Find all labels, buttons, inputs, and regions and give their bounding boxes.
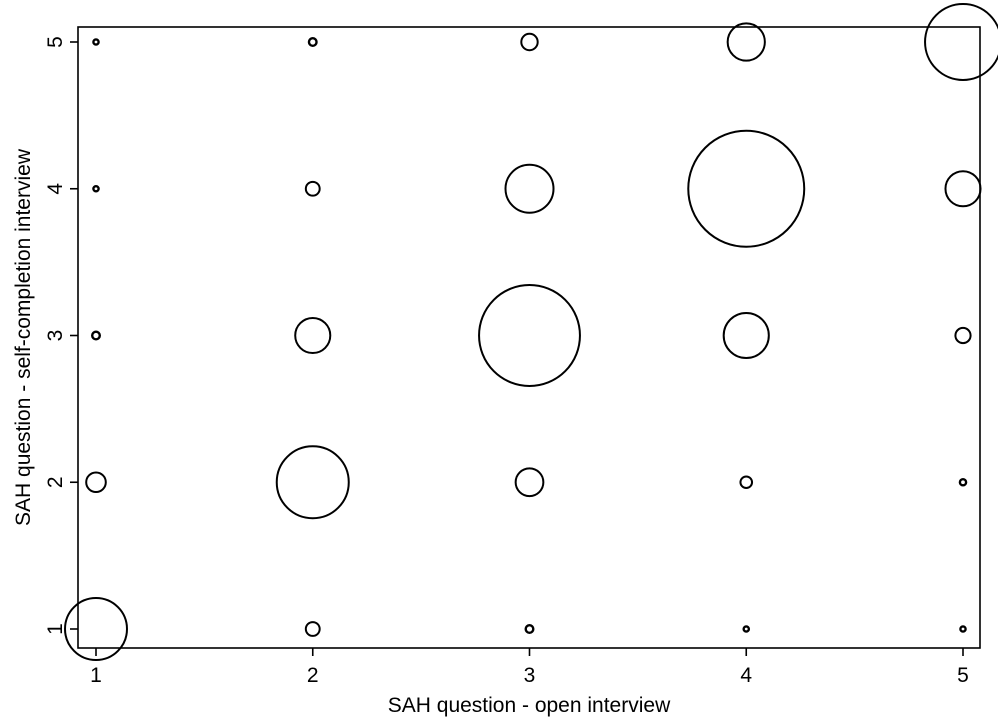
y-tick-label: 2 [44, 476, 67, 488]
x-tick-label: 3 [524, 664, 536, 687]
bubble-point-4 [959, 625, 967, 633]
plot-frame [77, 26, 981, 649]
bubble-point-5 [85, 471, 107, 494]
bubble-point-24 [924, 3, 998, 81]
y-tick-label: 4 [44, 183, 67, 195]
bubble-point-7 [514, 467, 545, 498]
bubble-layer [64, 3, 998, 661]
bubble-point-17 [504, 163, 555, 214]
x-tick-label: 5 [957, 664, 969, 687]
bubble-point-14 [954, 326, 972, 345]
bubble-point-12 [478, 284, 581, 387]
y-tick-label: 1 [44, 623, 67, 635]
bubble-point-18 [687, 129, 806, 248]
y-tick-label: 5 [44, 36, 67, 48]
bubble-point-23 [726, 22, 766, 62]
bubble-point-13 [722, 311, 770, 360]
bubble-point-8 [739, 475, 754, 490]
y-axis-label: SAH question - self-completion interview [12, 148, 35, 526]
bubble-point-22 [520, 32, 539, 52]
bubble-point-9 [958, 477, 968, 487]
x-axis-label: SAH question - open interview [388, 694, 671, 717]
bubble-point-16 [304, 180, 321, 197]
x-tick-label: 2 [307, 664, 319, 687]
bubble-point-0 [64, 597, 128, 661]
bubble-point-15 [92, 184, 100, 193]
x-tick-label: 1 [90, 664, 102, 687]
bubble-point-19 [944, 170, 982, 208]
bubble-point-6 [275, 445, 350, 520]
bubble-point-2 [524, 624, 535, 634]
y-tick-label: 3 [44, 330, 67, 342]
bubble-point-21 [307, 37, 318, 47]
x-axis: 1 2 3 4 5 [90, 648, 969, 687]
bubble-point-3 [742, 625, 751, 633]
bubble-point-11 [294, 316, 332, 355]
bubble-point-10 [91, 330, 101, 341]
bubble-point-1 [304, 621, 321, 637]
y-axis: 1 2 3 4 5 [44, 36, 78, 635]
x-tick-label: 4 [740, 664, 752, 687]
bubble-point-20 [92, 38, 100, 46]
